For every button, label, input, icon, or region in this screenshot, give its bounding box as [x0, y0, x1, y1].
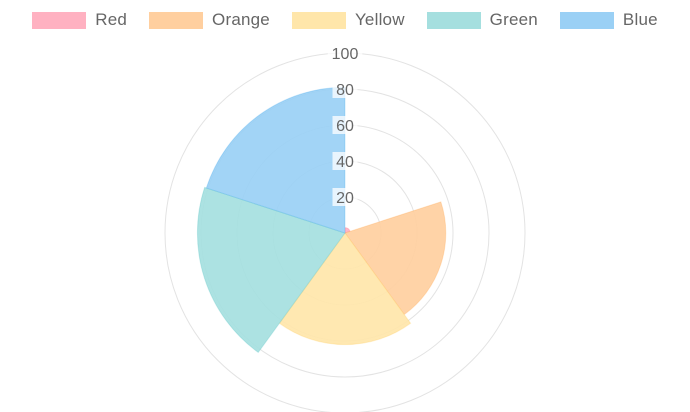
chart-legend: Red Orange Yellow Green Blue	[0, 10, 690, 30]
legend-item-red[interactable]: Red	[32, 10, 127, 30]
tick-backdrop-80	[332, 80, 358, 98]
segment-orange	[344, 201, 447, 316]
legend-swatch	[559, 11, 614, 29]
segment-green	[196, 186, 346, 354]
legend-swatch	[426, 11, 481, 29]
tick-label-100: 100	[332, 46, 359, 63]
legend-item-yellow[interactable]: Yellow	[291, 10, 405, 30]
legend-item-blue[interactable]: Blue	[559, 10, 658, 30]
legend-label: Green	[489, 10, 538, 29]
tick-backdrop-20	[332, 188, 358, 206]
legend-swatch	[32, 11, 87, 29]
tick-label-20: 20	[336, 190, 354, 207]
segment-blue	[205, 86, 346, 234]
segment-red	[344, 227, 351, 234]
tick-label-60: 60	[336, 118, 354, 135]
tick-backdrop-60	[332, 116, 358, 134]
legend-label: Blue	[622, 10, 658, 29]
tick-label-40: 40	[336, 154, 354, 171]
tick-backdrop-40	[332, 152, 358, 170]
tick-backdrop-100	[327, 44, 363, 62]
legend-item-green[interactable]: Green	[426, 10, 538, 30]
tick-label-80: 80	[336, 82, 354, 99]
legend-item-orange[interactable]: Orange	[149, 10, 270, 30]
segment-yellow	[278, 232, 412, 346]
legend-label: Red	[95, 10, 128, 29]
legend-label: Orange	[212, 10, 270, 29]
legend-swatch	[149, 11, 204, 29]
legend-swatch	[291, 11, 346, 29]
legend-label: Yellow	[354, 10, 405, 29]
